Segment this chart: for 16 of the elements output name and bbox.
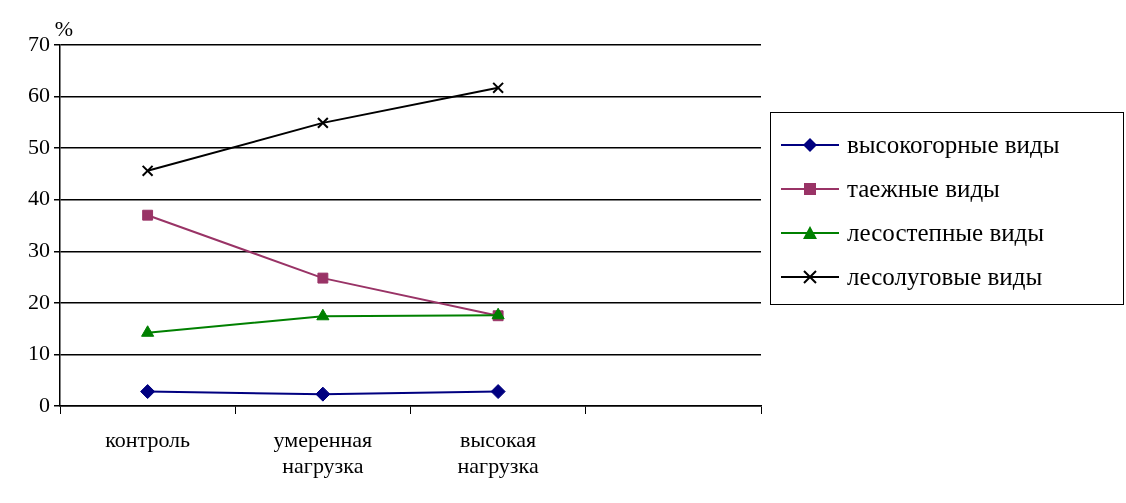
y-tick-label: 10 bbox=[28, 340, 50, 366]
legend-label: таежные виды bbox=[847, 175, 1000, 203]
x-tick-label: высокая нагрузка bbox=[457, 426, 539, 479]
y-tick-label: 20 bbox=[28, 288, 50, 314]
y-tick-label: 0 bbox=[39, 391, 50, 417]
y-tick-label: 70 bbox=[28, 30, 50, 56]
legend-label: лесолуговые виды bbox=[847, 263, 1043, 291]
x-tick-label: контроль bbox=[105, 426, 191, 452]
y-tick-label: 30 bbox=[28, 237, 50, 263]
y-tick-label: 50 bbox=[28, 133, 50, 159]
legend-label: лесостепные виды bbox=[847, 219, 1045, 247]
legend-label: высокогорные виды bbox=[847, 131, 1060, 159]
y-tick-label: 40 bbox=[28, 185, 50, 211]
x-tick-label: умеренная нагрузка bbox=[273, 426, 373, 479]
y-axis-title: % bbox=[54, 15, 74, 41]
y-tick-label: 60 bbox=[28, 82, 50, 108]
